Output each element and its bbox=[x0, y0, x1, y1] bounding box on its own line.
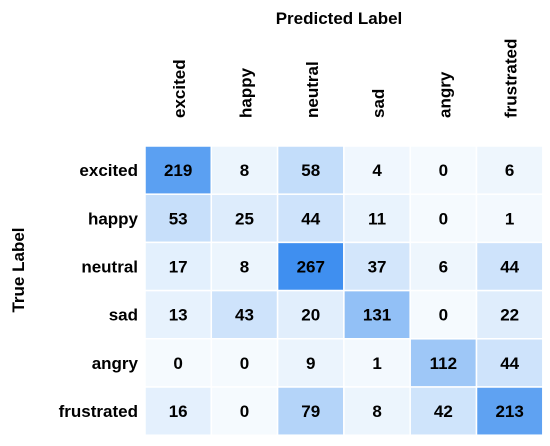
cell-value-label: 43 bbox=[235, 306, 254, 325]
heatmap-cell bbox=[343, 193, 411, 244]
cell-value-label: 25 bbox=[235, 209, 254, 228]
cell-value-label: 13 bbox=[169, 306, 188, 325]
cell-value-label: 44 bbox=[500, 354, 519, 373]
cell-value-label: 1 bbox=[505, 209, 514, 228]
cell-value-label: 8 bbox=[240, 161, 249, 180]
y-tick-label: neutral bbox=[81, 258, 138, 277]
heatmap-cell bbox=[210, 289, 279, 340]
heatmap-cell bbox=[475, 386, 544, 436]
heatmap-cell bbox=[210, 241, 279, 292]
cell-value-label: 42 bbox=[434, 402, 453, 421]
heatmap-cell bbox=[210, 193, 279, 244]
x-axis-title: Predicted Label bbox=[276, 9, 403, 28]
cell-value-label: 112 bbox=[430, 354, 457, 373]
heatmap-cell bbox=[343, 289, 411, 340]
cell-value-label: 219 bbox=[164, 161, 192, 180]
y-tick-label: sad bbox=[109, 306, 138, 325]
heatmap-cell bbox=[475, 289, 544, 340]
cell-value-label: 11 bbox=[368, 209, 386, 228]
y-tick-label: happy bbox=[88, 209, 139, 228]
heatmap-cell bbox=[144, 145, 213, 195]
y-axis-title: True Label bbox=[9, 227, 28, 312]
cell-value-label: 16 bbox=[169, 402, 188, 421]
heatmap-cell bbox=[144, 289, 213, 340]
x-tick-label: neutral bbox=[303, 61, 322, 118]
heatmap-cell bbox=[343, 338, 411, 388]
heatmap-cell bbox=[343, 386, 411, 436]
cell-value-label: 44 bbox=[500, 258, 519, 277]
heatmap-cell bbox=[409, 338, 478, 388]
heatmap-cell bbox=[475, 193, 544, 244]
x-tick-label: frustrated bbox=[502, 39, 521, 118]
heatmap-cell bbox=[475, 241, 544, 292]
cell-value-label: 9 bbox=[306, 354, 315, 373]
cell-value-label: 79 bbox=[301, 402, 320, 421]
heatmap-cell bbox=[475, 145, 544, 195]
heatmap-cells: 219 8 58 4 0 6 53 25 44 11 0 1 17 8 267 37 6 44 13 43 20 131 0… bbox=[144, 145, 544, 436]
cell-value-label: 37 bbox=[368, 258, 387, 277]
x-tick-label: happy bbox=[236, 67, 255, 118]
cell-value-label: 22 bbox=[500, 306, 519, 325]
heatmap-cell bbox=[276, 338, 345, 388]
y-tick-label: angry bbox=[92, 354, 139, 373]
heatmap-cell bbox=[409, 289, 478, 340]
cell-value-label: 131 bbox=[363, 306, 391, 325]
cell-value-label: 4 bbox=[372, 161, 382, 180]
cell-value-label: 267 bbox=[297, 258, 325, 277]
heatmap-cell bbox=[210, 145, 279, 195]
cell-value-label: 20 bbox=[301, 306, 320, 325]
cell-value-label: 44 bbox=[301, 209, 320, 228]
cell-value-label: 58 bbox=[301, 161, 320, 180]
cell-value-label: 6 bbox=[505, 161, 514, 180]
heatmap-cell bbox=[475, 338, 544, 388]
cell-value-label: 0 bbox=[240, 402, 249, 421]
heatmap-cell bbox=[409, 386, 478, 436]
cell-value-label: 17 bbox=[169, 258, 188, 277]
cell-value-label: 0 bbox=[240, 354, 249, 373]
cell-value-label: 53 bbox=[169, 209, 188, 228]
cell-value-label: 0 bbox=[439, 161, 448, 180]
cell-value-label: 0 bbox=[439, 209, 448, 228]
x-tick-label: sad bbox=[369, 89, 388, 118]
heatmap-cell bbox=[144, 386, 213, 436]
cell-value-label: 1 bbox=[372, 354, 381, 373]
cell-value-label: 0 bbox=[439, 306, 448, 325]
cell-value-label: 8 bbox=[240, 258, 249, 277]
cell-value-label: 8 bbox=[372, 402, 381, 421]
heatmap-cell bbox=[409, 241, 478, 292]
cell-value-label: 6 bbox=[439, 258, 448, 277]
y-tick-label: frustrated bbox=[59, 402, 138, 421]
cell-value-label: 213 bbox=[495, 402, 523, 421]
cell-value-label: 0 bbox=[173, 354, 182, 373]
heatmap-cell bbox=[343, 241, 411, 292]
y-tick-labels: excited happy neutral sad angry frustrated bbox=[59, 161, 139, 421]
x-tick-label: angry bbox=[435, 71, 454, 118]
y-tick-label: excited bbox=[79, 161, 138, 180]
x-tick-label: excited bbox=[170, 59, 189, 118]
heatmap-cell bbox=[276, 289, 345, 340]
x-tick-labels: excited happy neutral sad angry frustrated bbox=[170, 39, 521, 118]
